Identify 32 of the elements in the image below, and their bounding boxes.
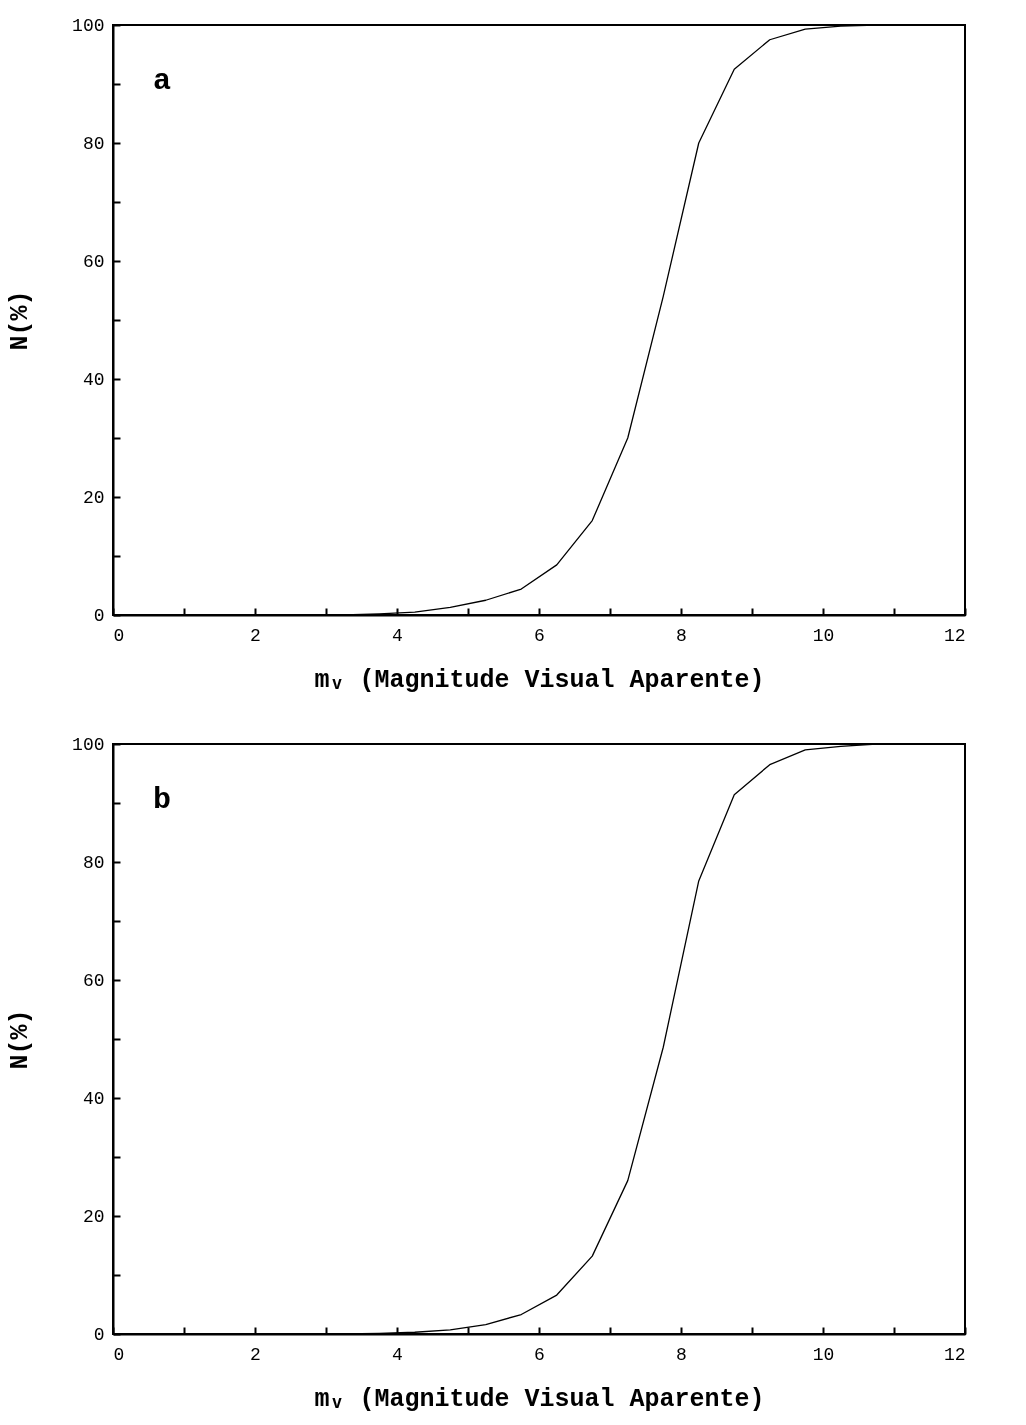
x-tick-label: 0 (113, 625, 125, 646)
y-tick-label: 0 (93, 1324, 105, 1345)
x-axis-title: mᵥ (Magnitude Visual Aparente) (314, 665, 765, 695)
y-tick-label: 20 (82, 1206, 105, 1227)
x-tick-label: 2 (250, 625, 261, 646)
x-tick-label: 10 (812, 625, 835, 646)
x-tick-label: 2 (250, 1344, 261, 1365)
x-tick-label: 0 (113, 1344, 125, 1365)
x-tick-label: 6 (534, 625, 545, 646)
x-tick-label: 4 (392, 625, 403, 646)
y-axis-title: N(%) (6, 290, 36, 351)
annotation: b (153, 783, 172, 817)
y-tick-label: 40 (82, 369, 105, 390)
y-tick-label: 20 (82, 487, 105, 508)
x-tick-label: 4 (392, 1344, 403, 1365)
x-tick-label: 8 (676, 1344, 687, 1365)
x-tick-label: 8 (676, 625, 687, 646)
y-tick-label: 100 (72, 734, 105, 755)
x-axis-title: mᵥ (Magnitude Visual Aparente) (314, 1384, 765, 1414)
y-tick-label: 40 (82, 1088, 105, 1109)
x-tick-label: 6 (534, 1344, 545, 1365)
y-tick-label: 80 (82, 852, 105, 873)
x-tick-label: 12 (943, 1344, 966, 1365)
y-tick-label: 80 (82, 133, 105, 154)
y-tick-label: 100 (72, 15, 105, 36)
y-axis-title: N(%) (6, 1009, 36, 1070)
y-tick-label: 60 (82, 970, 105, 991)
x-tick-label: 12 (943, 625, 966, 646)
y-tick-label: 0 (93, 605, 105, 626)
annotation: a (153, 64, 172, 98)
y-tick-label: 60 (82, 251, 105, 272)
x-tick-label: 10 (812, 1344, 835, 1365)
